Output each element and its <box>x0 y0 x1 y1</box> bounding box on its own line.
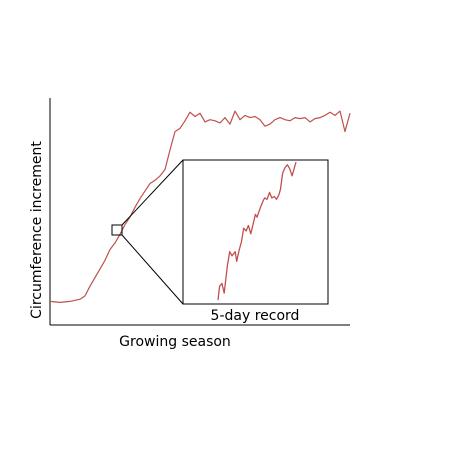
x-axis-label: Growing season <box>119 334 231 350</box>
inset-label: 5-day record <box>211 308 300 324</box>
main-growth-series <box>49 110 351 303</box>
zoom-source-box <box>111 224 123 236</box>
y-axis-label: Circumference increment <box>29 141 45 319</box>
inset-frame <box>182 159 329 305</box>
zoom-connector-top <box>121 159 184 226</box>
zoom-connector-bottom <box>121 234 184 305</box>
inset-series <box>217 161 297 301</box>
